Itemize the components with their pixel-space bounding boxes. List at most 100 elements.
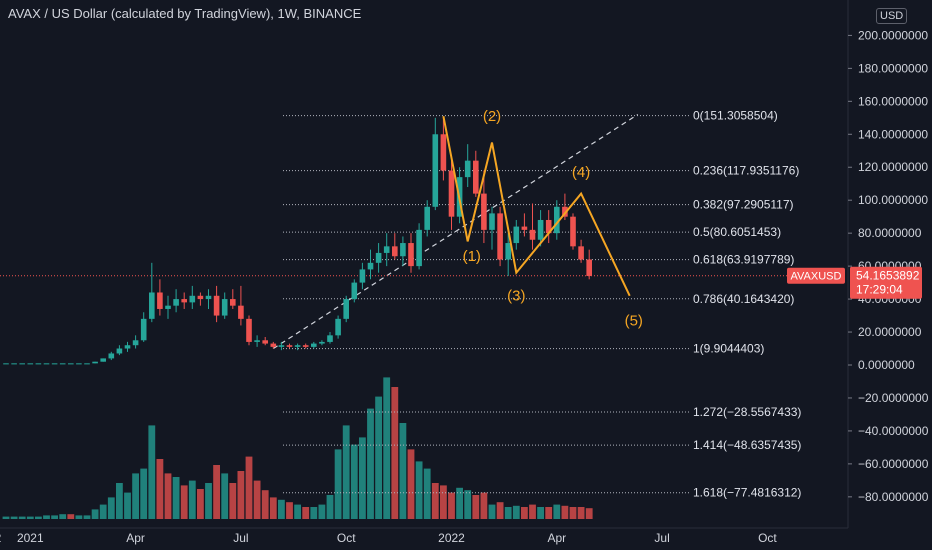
volume-bar [561,505,569,519]
candle-body [562,206,568,217]
price-tick-label: 140.0000000 [858,127,928,141]
volume-bar [342,425,350,519]
fib-level-label: 0.618(63.9197789) [693,253,794,267]
candle-body [570,216,576,247]
time-tick-label: Jul [233,531,248,545]
volume-bar [415,461,423,519]
candle-body [294,345,301,347]
candle-body [554,206,560,234]
wave-label: (2) [483,108,501,125]
candle-body [157,292,163,309]
fib-level-label: 0.5(80.6051453) [693,225,781,239]
fib-level-label: 1(9.9044403) [693,342,764,356]
volume-bar [488,504,496,519]
candle-body [375,252,382,263]
volume-bar [359,437,366,519]
volume-bar [407,449,415,519]
candle-body [51,363,58,365]
fib-level-label: 0.382(97.2905117) [693,198,794,212]
candle-body [529,229,536,240]
candle-body [270,343,277,347]
volume-bar [99,504,107,519]
volume-bar [367,408,374,519]
candle-body [221,299,228,316]
candle-body [367,262,374,270]
candle-body [537,219,544,240]
candle-body [440,134,447,171]
volume-bar [188,480,196,519]
candle-body [116,348,123,354]
candle-body [359,269,366,283]
price-tick-label: −60.0000000 [858,457,929,471]
candle-body [11,363,17,365]
fib-level-label: 0.786(40.1643420) [693,292,794,306]
volume-bar [278,499,285,519]
volume-bar [132,473,139,519]
candle-body [302,345,309,347]
fibonacci-retracement[interactable]: 0(151.3058504) 0.236(117.9351176) 0.382(97… [283,109,801,500]
candle-body [254,340,260,342]
volume-bar [26,516,34,519]
volume-bar [310,507,318,519]
volume-bar [245,456,253,519]
elliott-wave[interactable]: (1) (2) (3) (4) (5) [442,108,643,329]
candle-body [84,363,90,365]
candle-body [262,340,268,344]
volume-bar [67,514,75,519]
volume-bar [83,515,91,519]
candle-body [505,243,511,260]
price-axis[interactable]: 200.0000000 180.0000000 160.0000000 140.000… [847,0,929,528]
wave-label: (1) [463,248,481,265]
volume-bar [472,495,480,519]
volume-bar [456,487,463,519]
volume-bar [350,444,358,519]
volume-bar [43,515,50,519]
candle-body [108,353,115,359]
candle-body [400,243,406,257]
candle-body [43,363,50,365]
time-axis[interactable]: 2 2021 Apr Jul Oct 2022 Apr Jul Oct [0,527,848,545]
candle-body [432,134,439,207]
candle-body [489,213,495,230]
volume-bar [229,483,237,519]
volume-bar [440,485,447,519]
volume-bar [237,471,245,519]
time-tick-label: 2 [0,531,2,545]
wave-label: (3) [507,288,525,305]
volume-bar [504,507,512,519]
volume-bar [213,465,220,519]
candle-body [92,361,98,364]
fib-level-label: 0(151.3058504) [693,109,778,123]
time-tick-label: Oct [758,531,777,545]
candle-body [165,305,171,309]
volume-bar [464,490,472,519]
candle-body [213,295,220,316]
candle-body [230,299,236,306]
time-tick-label: Oct [337,531,356,545]
price-tick-label: 120.0000000 [858,160,928,174]
volume-bar [221,473,229,519]
symbol-tag-bg [787,267,845,284]
volume-bar [286,502,293,519]
candle-body [35,363,42,365]
time-tick-label: Jul [654,531,669,545]
volume-bar [391,387,399,519]
price-tick-label: 0.0000000 [858,358,915,372]
price-tag-timer: 17:29:04 [856,283,903,297]
currency-button[interactable]: USD [876,8,908,24]
volume-bar [326,495,334,519]
chart-title: AVAX / US Dollar (calculated by TradingV… [8,6,362,21]
volume-bar [318,504,326,519]
volume-bar [91,509,99,519]
candle-body [448,170,455,217]
volume-bar [116,483,123,519]
time-tick-label: 2021 [17,531,44,545]
volume-bar [448,492,455,519]
price-tick-label: 160.0000000 [858,94,928,108]
candle-body [278,345,285,347]
trendline[interactable] [0,113,845,350]
volume-bar [334,449,342,519]
candle-body [481,193,487,230]
